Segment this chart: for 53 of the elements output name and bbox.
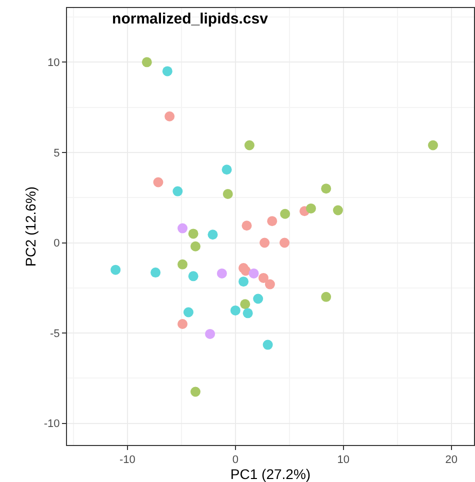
point <box>178 223 188 234</box>
point <box>216 268 227 278</box>
point <box>258 272 268 283</box>
point <box>244 140 254 150</box>
point <box>280 208 290 219</box>
y-tick-label: 10 <box>48 57 60 70</box>
point <box>306 203 316 214</box>
point <box>240 299 250 310</box>
point <box>321 184 332 194</box>
point <box>178 319 188 330</box>
x-tick-label: 0 <box>232 454 238 466</box>
point <box>162 66 172 76</box>
point <box>164 111 175 122</box>
point <box>332 205 343 216</box>
point <box>222 189 233 199</box>
point <box>267 216 278 226</box>
point <box>230 305 240 316</box>
point <box>172 186 183 196</box>
point <box>190 386 200 397</box>
point <box>242 308 253 318</box>
x-tick-label: 20 <box>445 454 458 466</box>
point <box>208 230 218 240</box>
y-tick-label: 5 <box>54 147 60 160</box>
point <box>153 177 164 188</box>
point <box>238 276 249 287</box>
point <box>205 328 216 339</box>
y-axis-title: PC2 (12.6%) <box>22 186 38 267</box>
point <box>264 279 275 290</box>
chart-title: normalized_lipids.csv <box>112 10 269 28</box>
point <box>183 307 194 318</box>
point <box>248 268 259 278</box>
point <box>178 259 188 270</box>
point <box>150 268 161 278</box>
x-tick-label: 10 <box>337 454 350 466</box>
point <box>253 294 264 304</box>
y-tick-label: -10 <box>44 418 60 430</box>
point <box>280 238 290 248</box>
point <box>190 241 200 252</box>
y-tick-label: -5 <box>50 328 60 340</box>
x-tick-label: -10 <box>120 454 136 466</box>
point <box>222 164 232 175</box>
point <box>240 266 251 276</box>
point <box>242 220 252 231</box>
y-tick-label: 0 <box>54 238 60 250</box>
point <box>110 264 121 275</box>
point <box>428 140 438 150</box>
point <box>188 271 198 282</box>
point <box>142 57 152 68</box>
point <box>260 238 270 248</box>
point <box>262 340 273 350</box>
point <box>188 228 198 239</box>
x-axis-title: PC1 (27.2%) <box>230 466 311 482</box>
point <box>321 292 332 302</box>
